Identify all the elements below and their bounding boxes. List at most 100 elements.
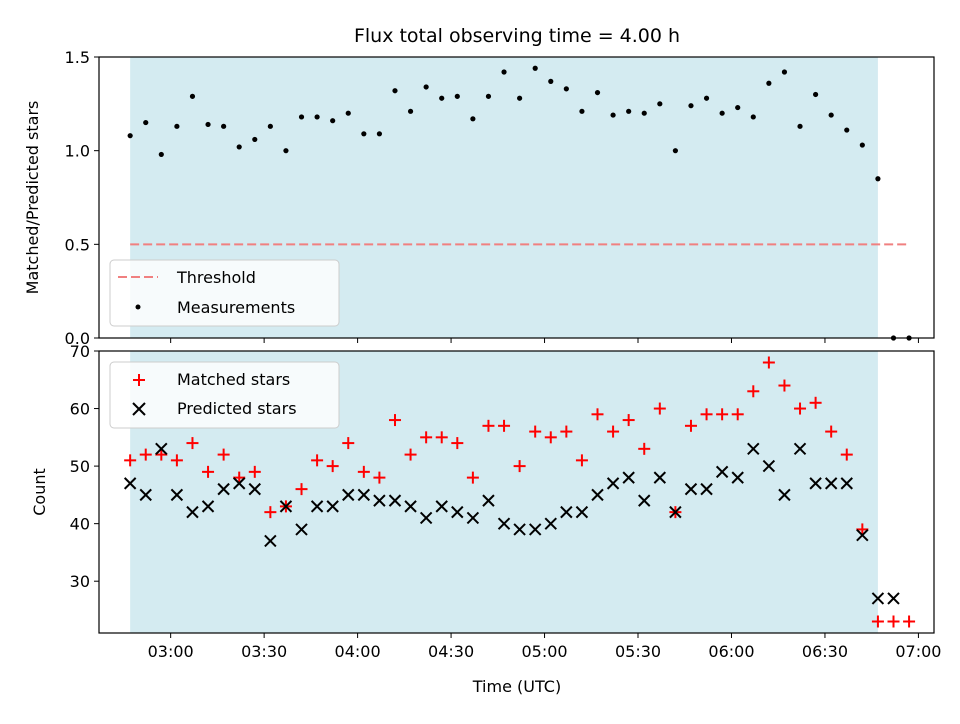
measurement-point [189, 93, 196, 99]
predicted-star-point [279, 500, 293, 513]
predicted-star-point [466, 511, 480, 525]
measurement-point [267, 123, 273, 129]
y-tick-label: 60 [70, 400, 90, 419]
measurement-point [610, 112, 616, 118]
matched-star-point [716, 408, 729, 421]
y-tick-label: 40 [70, 515, 90, 534]
matched-star-point [388, 414, 401, 427]
predicted-star-point [747, 442, 760, 456]
measurement-point [641, 110, 647, 116]
predicted-stars-points [123, 442, 900, 605]
measurement-point [703, 95, 710, 101]
measurement-point [735, 104, 741, 111]
legend-matched-swatch [133, 374, 145, 386]
bottom-legend: Matched stars Predicted stars [109, 361, 340, 429]
measurement-point [766, 80, 772, 86]
predicted-star-point [887, 592, 900, 605]
matched-star-point [482, 419, 495, 432]
predicted-star-point [326, 500, 339, 513]
measurement-point [813, 91, 819, 98]
measurement-point [719, 110, 725, 116]
measurement-point [875, 176, 881, 182]
measurement-point [361, 131, 367, 137]
predicted-star-point [482, 494, 495, 507]
legend-measurements-label: Measurements [177, 298, 295, 317]
measurement-point [470, 116, 476, 122]
matched-star-point [731, 408, 744, 421]
measurement-point [859, 142, 865, 148]
measurement-point [517, 95, 523, 101]
measurement-point [330, 118, 336, 124]
y-tick-label: 0.0 [65, 329, 90, 348]
measurement-point [439, 95, 445, 101]
predicted-star-point [560, 505, 573, 519]
predicted-star-point [575, 505, 589, 519]
predicted-star-point [528, 523, 542, 536]
matched-star-point [794, 402, 807, 415]
top-y-axis: 0.0 0.5 1.0 1.5 [65, 48, 99, 348]
matched-star-point [856, 523, 869, 536]
matched-star-point [451, 437, 464, 450]
x-tick-label: 04:00 [335, 642, 381, 661]
predicted-star-point [638, 494, 651, 507]
predicted-star-point [357, 488, 371, 502]
matched-star-point [840, 448, 853, 461]
bottom-panel: 30 40 50 60 70 03:00 03:30 04:00 04:30 05:00 05:3… [30, 342, 941, 696]
measurement-point [376, 131, 383, 137]
chart-title: Flux total observing time = 4.00 h [354, 25, 680, 47]
top-axes-frame [98, 56, 935, 339]
top-x-ticks [170, 338, 919, 343]
measurement-point [205, 121, 211, 128]
y-tick-label: 50 [70, 457, 90, 476]
predicted-star-point [591, 488, 604, 502]
predicted-star-point [731, 471, 744, 484]
x-tick-label: 07:00 [895, 642, 941, 661]
predicted-star-point [513, 523, 526, 536]
predicted-star-point [373, 494, 386, 507]
predicted-star-point [824, 477, 838, 490]
predicted-star-point [778, 488, 791, 502]
matched-star-point [825, 425, 838, 438]
predicted-star-point [342, 488, 355, 502]
matched-star-point [591, 408, 604, 421]
predicted-star-point [201, 500, 215, 513]
matched-star-point [903, 615, 916, 628]
x-tick-label: 05:00 [521, 642, 567, 661]
top-panel: 0.0 0.5 1.0 1.5 Matched/Predicted stars Thr… [23, 48, 935, 348]
measurement-point [283, 148, 289, 154]
x-tick-label: 03:00 [148, 642, 194, 661]
matched-star-point [217, 448, 230, 461]
y-tick-label: 1.5 [65, 48, 90, 67]
measurement-point [252, 136, 258, 143]
matched-stars-points [124, 356, 916, 628]
matched-star-point [326, 460, 339, 473]
y-tick-label: 1.0 [65, 142, 90, 161]
matched-star-point [311, 454, 324, 467]
matched-star-point [498, 419, 511, 432]
bottom-y-axis-label: Count [30, 468, 49, 516]
matched-star-point [544, 431, 557, 444]
measurement-point [407, 108, 414, 114]
predicted-star-point [404, 500, 417, 513]
predicted-star-point [186, 505, 199, 519]
legend-predicted-swatch [132, 402, 146, 416]
measurement-point [548, 78, 554, 84]
measurement-point [392, 88, 398, 94]
bottom-x-axis: 03:00 03:30 04:00 04:30 05:00 05:30 06:00 06:30… [148, 633, 941, 661]
measurement-point [423, 84, 429, 90]
measurement-point [797, 123, 803, 129]
predicted-star-point [295, 523, 308, 536]
measurement-point [657, 101, 663, 107]
matched-star-point [809, 396, 822, 409]
bottom-axes-frame [98, 350, 935, 634]
measurement-point [781, 69, 788, 75]
matched-star-point [186, 437, 199, 450]
matched-star-point [248, 465, 261, 478]
y-tick-label: 30 [70, 572, 90, 591]
matched-star-point [155, 448, 168, 461]
predicted-star-point [139, 488, 152, 502]
predicted-star-point [435, 500, 448, 513]
measurement-point [345, 110, 351, 116]
matched-star-point [684, 419, 697, 432]
